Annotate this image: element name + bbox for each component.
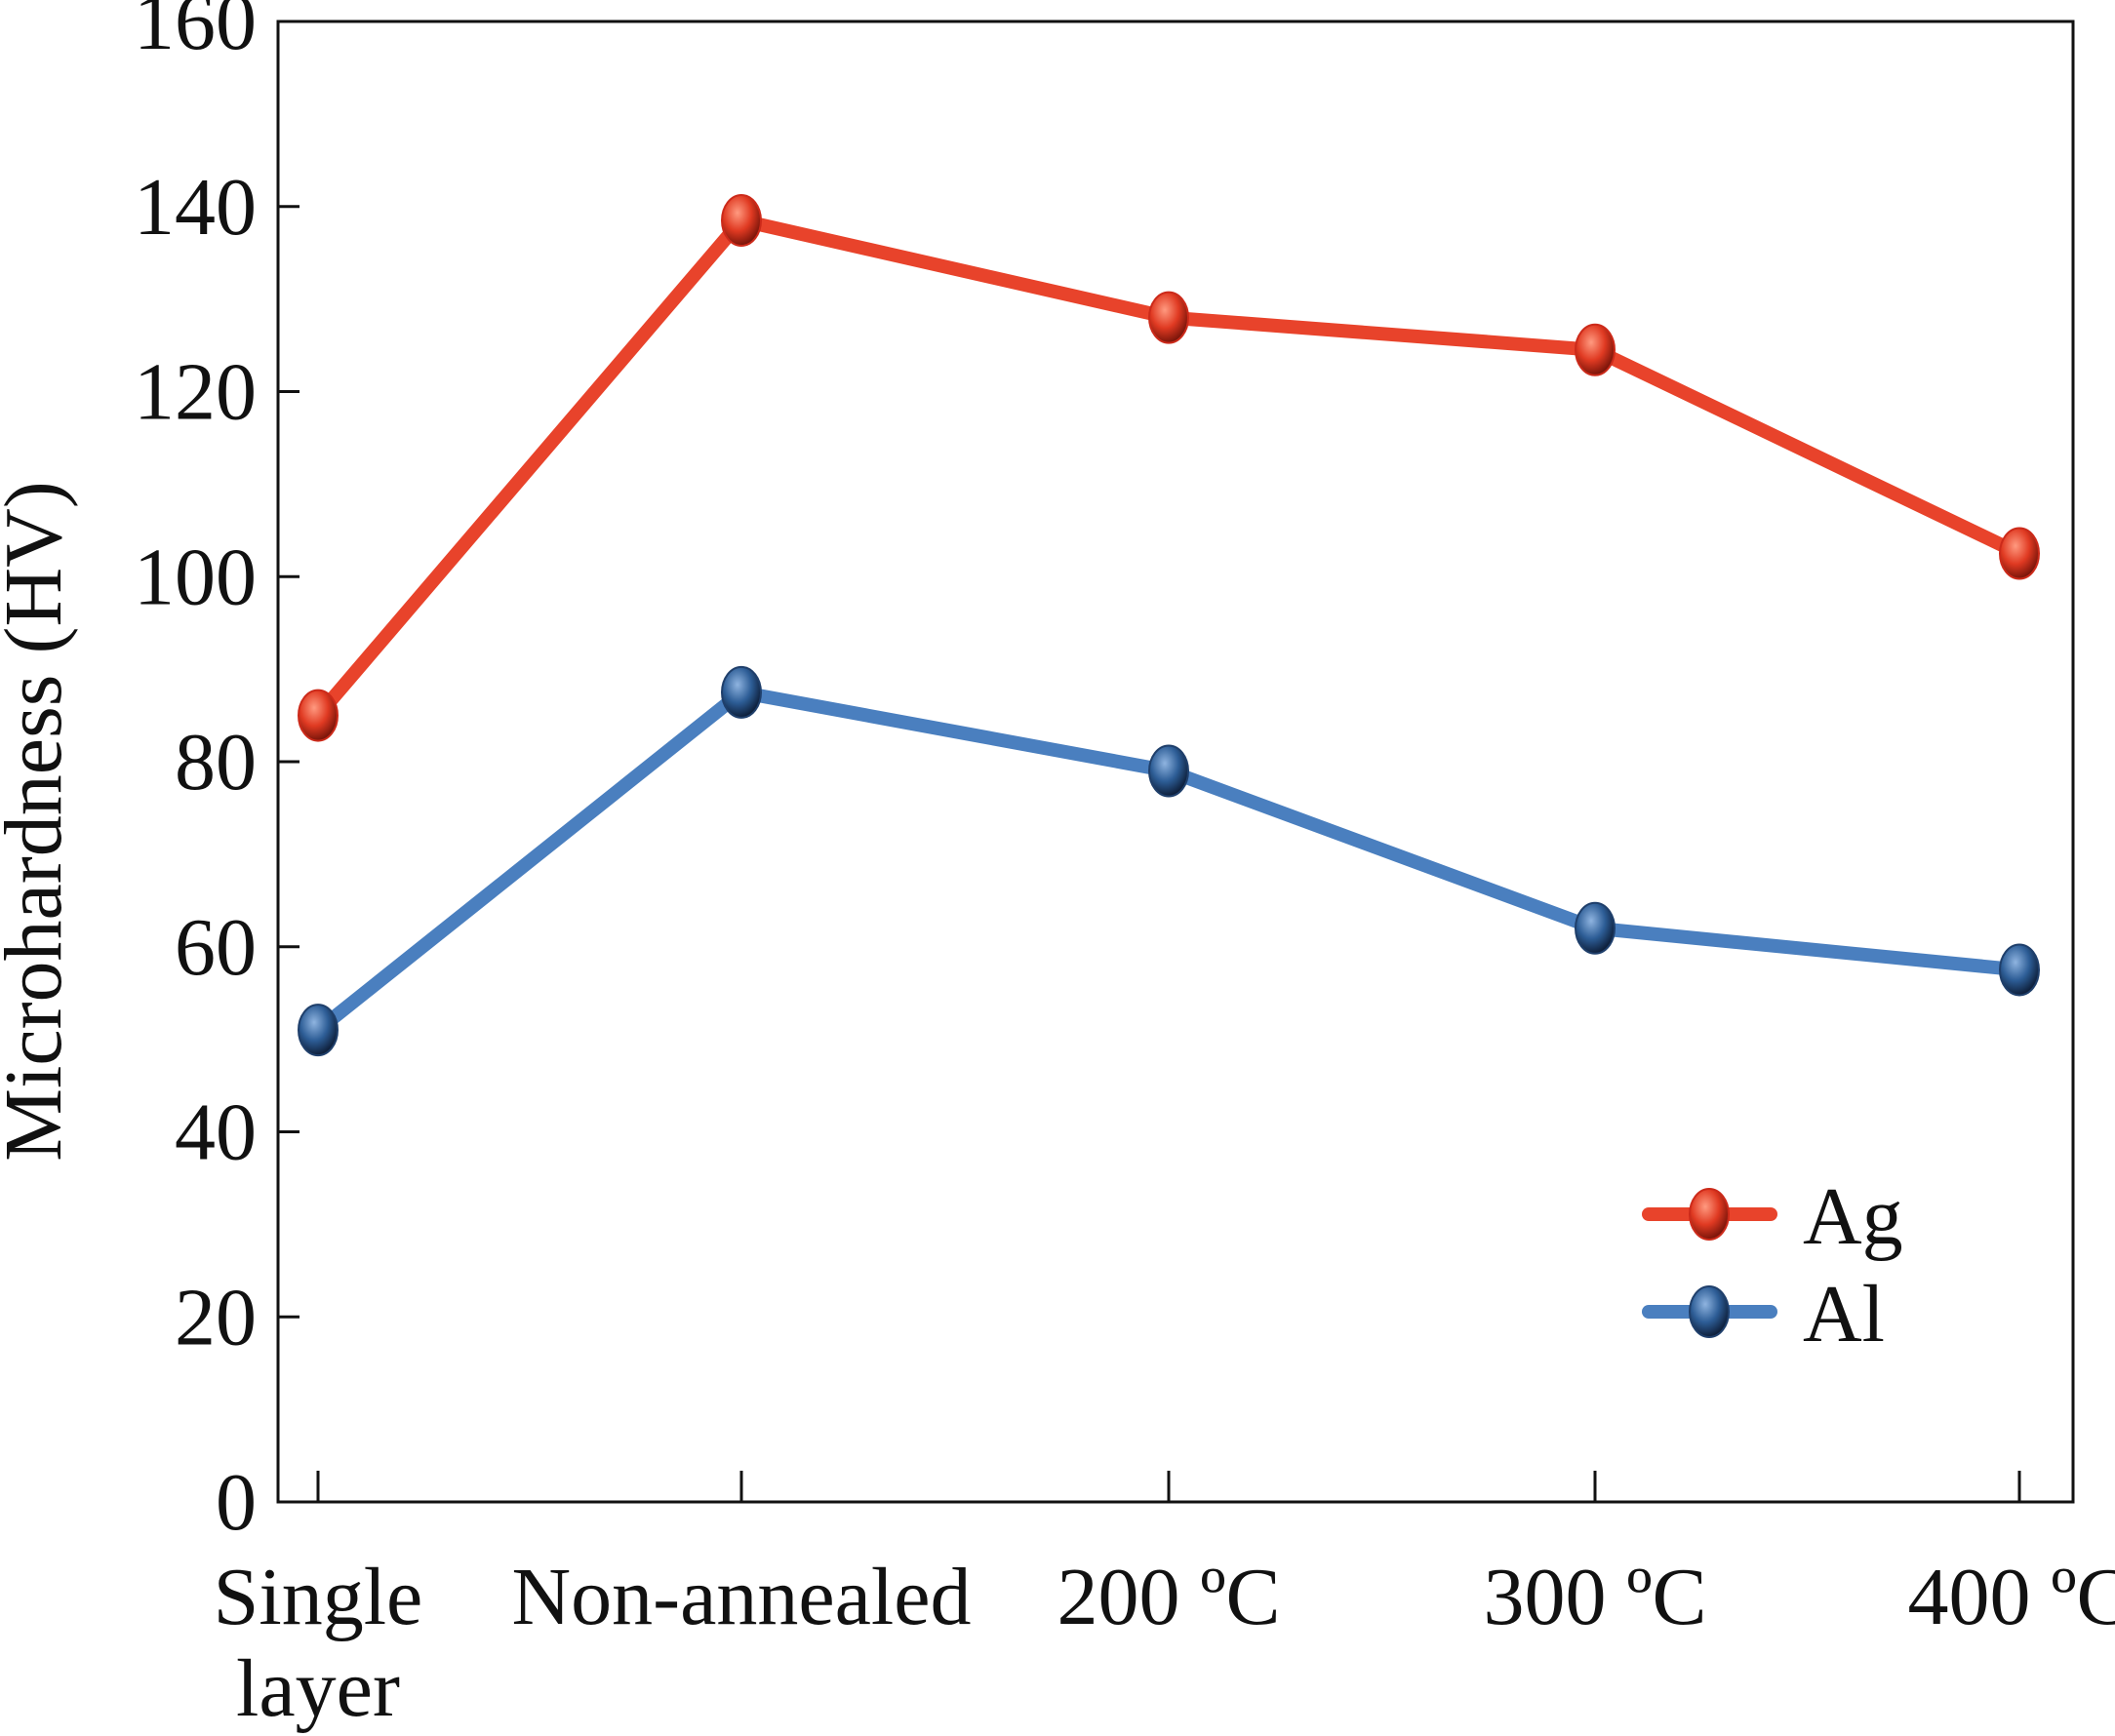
data-point-ag bbox=[721, 193, 762, 247]
x-tick-label: Single layer bbox=[214, 1552, 423, 1734]
data-point-al bbox=[721, 665, 762, 719]
x-tick-label: Non-annealed bbox=[511, 1552, 971, 1642]
y-tick-label: 100 bbox=[134, 532, 257, 622]
legend-item-al: Al bbox=[1642, 1269, 1885, 1360]
legend-label: Al bbox=[1803, 1269, 1885, 1360]
legend-label: Ag bbox=[1803, 1171, 1903, 1262]
data-point-al bbox=[1575, 901, 1616, 955]
y-tick-label: 20 bbox=[175, 1272, 257, 1362]
data-point-al bbox=[1148, 744, 1189, 798]
data-point-al bbox=[1999, 943, 2040, 997]
y-tick-label: 0 bbox=[216, 1457, 257, 1548]
y-tick-label: 120 bbox=[134, 347, 257, 438]
series-al bbox=[298, 665, 2040, 1057]
y-tick-label: 160 bbox=[134, 0, 257, 67]
y-tick-label: 80 bbox=[175, 717, 257, 808]
y-tick-label: 40 bbox=[175, 1087, 257, 1178]
y-tick-label: 60 bbox=[175, 902, 257, 993]
x-tick-label: 200 ºC bbox=[1057, 1552, 1280, 1642]
x-tick-label: 300 ºC bbox=[1483, 1552, 1706, 1642]
data-point-ag bbox=[1575, 323, 1616, 376]
x-tick-label-line: Single bbox=[214, 1552, 423, 1642]
legend-item-ag: Ag bbox=[1642, 1171, 1903, 1262]
series-ag bbox=[298, 193, 2040, 742]
data-point-ag bbox=[298, 689, 339, 742]
x-tick-label-line: 300 ºC bbox=[1483, 1552, 1706, 1642]
x-tick-label-line: 200 ºC bbox=[1057, 1552, 1280, 1642]
y-axis-title: Microhardness (HV) bbox=[0, 481, 79, 1161]
x-tick-label-line: 400 ºC bbox=[1907, 1552, 2115, 1642]
x-tick-label-line: Non-annealed bbox=[511, 1552, 971, 1642]
series-line-al bbox=[311, 685, 2026, 1038]
legend-marker-al bbox=[1689, 1285, 1730, 1338]
data-point-al bbox=[298, 1004, 339, 1057]
legend-marker-ag bbox=[1689, 1188, 1730, 1241]
data-point-ag bbox=[1999, 527, 2040, 580]
x-tick-label-line: layer bbox=[236, 1643, 400, 1734]
y-tick-label: 140 bbox=[134, 162, 257, 253]
plot-axes: 0 20 40 60 80 100 120 140 160 Single layer Non-anne… bbox=[134, 0, 2115, 1734]
data-point-ag bbox=[1148, 291, 1189, 344]
series-layer bbox=[298, 193, 2040, 1057]
x-tick-label: 400 ºC bbox=[1907, 1552, 2115, 1642]
